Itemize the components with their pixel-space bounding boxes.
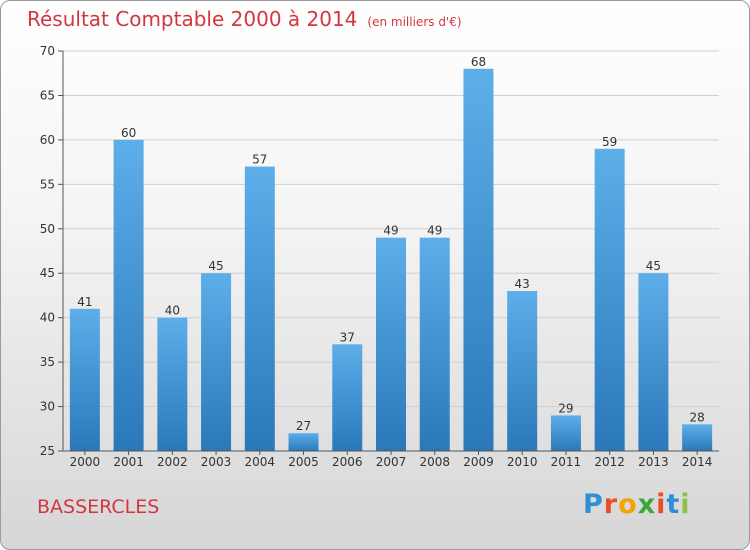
- y-tick-label: 60: [40, 133, 55, 147]
- chart-title: Résultat Comptable 2000 à 2014 (en millie…: [27, 7, 462, 31]
- x-tick-label: 2003: [201, 455, 232, 469]
- x-tick-label: 2001: [113, 455, 144, 469]
- data-label: 49: [383, 224, 398, 238]
- logo-letter: x: [637, 489, 657, 520]
- y-tick-label: 35: [40, 355, 55, 369]
- logo-letter: P: [583, 489, 604, 520]
- y-tick-label: 50: [40, 222, 55, 236]
- bar: [507, 291, 538, 451]
- data-label: 57: [252, 153, 267, 167]
- y-tick-label: 30: [40, 400, 55, 414]
- bar: [244, 166, 275, 452]
- data-label: 45: [646, 259, 661, 273]
- bar: [113, 139, 144, 451]
- y-tick-label: 65: [40, 88, 55, 102]
- x-tick-label: 2014: [682, 455, 713, 469]
- bar: [419, 237, 450, 451]
- bar: [463, 68, 494, 452]
- bar: [201, 273, 232, 451]
- x-tick-label: 2012: [594, 455, 625, 469]
- data-label: 40: [165, 304, 180, 318]
- commune-name: BASSERCLES: [37, 496, 160, 518]
- x-tick-label: 2009: [463, 455, 494, 469]
- y-tick-label: 40: [40, 311, 55, 325]
- x-tick-label: 2011: [551, 455, 582, 469]
- bar: [594, 148, 625, 451]
- logo-letter: t: [666, 489, 681, 520]
- bar: [376, 237, 406, 451]
- y-tick-label: 45: [40, 266, 55, 280]
- data-label: 43: [515, 277, 530, 291]
- data-label: 41: [77, 295, 92, 309]
- x-tick-label: 2005: [288, 455, 319, 469]
- x-tick-label: 2010: [507, 455, 538, 469]
- x-tick-label: 2006: [332, 455, 363, 469]
- bar: [69, 308, 100, 451]
- chart-title-text: Résultat Comptable 2000 à 2014: [27, 7, 358, 31]
- logo-letter: i: [680, 489, 691, 520]
- x-tick-label: 2002: [157, 455, 188, 469]
- data-label: 29: [558, 401, 573, 415]
- bar: [682, 424, 713, 451]
- data-label: 59: [602, 135, 617, 149]
- x-axis-tick-labels: 2000 2001 2002 2003 2004 2005 2006 2007 2008 2009…: [70, 451, 713, 469]
- chart-subtitle: (en milliers d'€): [367, 15, 462, 29]
- data-label: 68: [471, 55, 486, 69]
- x-tick-label: 2008: [419, 455, 450, 469]
- data-label: 49: [427, 224, 442, 238]
- y-tick-label: 25: [40, 444, 55, 458]
- bar: [288, 433, 319, 451]
- bar: [550, 415, 581, 451]
- bar: [332, 344, 363, 451]
- data-labels: 41 60 40 45 57 27 37 49 49 68 43 29 59 45 28: [77, 55, 705, 433]
- y-tick-label: 70: [40, 44, 55, 58]
- proxiti-logo: Proxiti: [583, 489, 691, 520]
- bars: [69, 68, 713, 452]
- x-tick-label: 2007: [376, 455, 407, 469]
- data-label: 28: [689, 410, 704, 424]
- bar: [638, 273, 669, 451]
- y-axis-tick-labels: 25 30 35 40 45 50 55 60 65 70: [40, 44, 63, 458]
- data-label: 37: [340, 330, 355, 344]
- logo-letter: o: [618, 489, 638, 520]
- logo-letter: i: [656, 489, 667, 520]
- data-label: 45: [208, 259, 223, 273]
- data-label: 60: [121, 126, 136, 140]
- x-tick-label: 2004: [245, 455, 276, 469]
- logo-letter: r: [603, 489, 619, 520]
- bar: [157, 317, 188, 451]
- data-label: 27: [296, 419, 311, 433]
- x-tick-label: 2013: [638, 455, 669, 469]
- y-tick-label: 55: [40, 177, 55, 191]
- axes: [62, 51, 719, 452]
- x-tick-label: 2000: [70, 455, 101, 469]
